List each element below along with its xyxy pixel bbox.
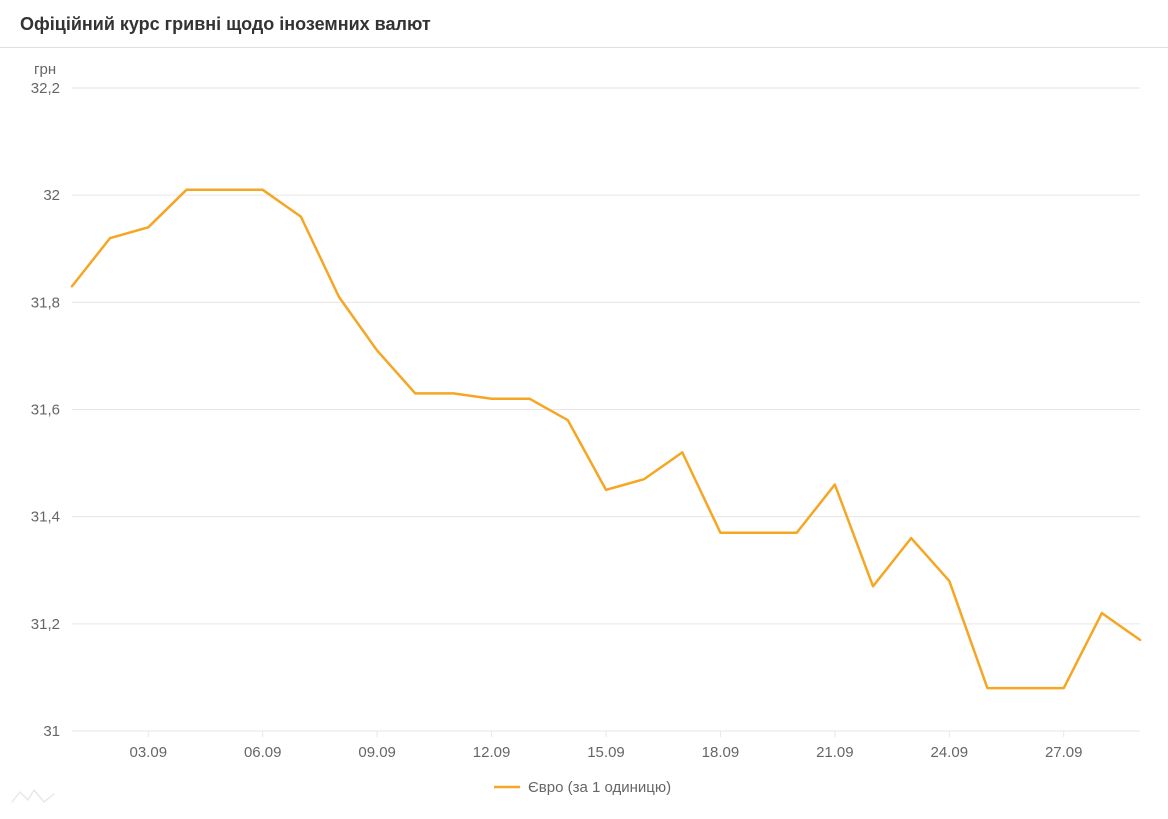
x-tick-label: 21.09 xyxy=(816,744,854,761)
y-tick-label: 31,4 xyxy=(31,509,60,526)
x-tick-label: 27.09 xyxy=(1045,744,1083,761)
x-tick-label: 15.09 xyxy=(587,744,625,761)
series-line xyxy=(72,190,1140,688)
y-tick-label: 31,8 xyxy=(31,294,60,311)
y-tick-label: 31,6 xyxy=(31,402,60,419)
x-tick-label: 18.09 xyxy=(702,744,740,761)
legend-label: Євро (за 1 одиницю) xyxy=(528,779,671,796)
y-axis-title: грн xyxy=(34,61,56,78)
y-tick-label: 32 xyxy=(43,187,60,204)
x-tick-label: 03.09 xyxy=(130,744,168,761)
y-tick-label: 31,2 xyxy=(31,616,60,633)
y-tick-label: 32,2 xyxy=(31,80,60,97)
line-chart: 31 31,2 31,4 31,6 31,8 32 32,2 грн 03.09 06.09 09.… xyxy=(0,48,1168,817)
chart-title: Офіційний курс гривні щодо іноземних вал… xyxy=(20,14,1148,35)
x-tick-label: 09.09 xyxy=(358,744,396,761)
x-tick-label: 24.09 xyxy=(931,744,969,761)
title-bar: Офіційний курс гривні щодо іноземних вал… xyxy=(0,0,1168,48)
chart-area: 31 31,2 31,4 31,6 31,8 32 32,2 грн 03.09 06.09 09.… xyxy=(0,48,1168,817)
y-tick-label: 31 xyxy=(43,723,60,740)
chart-container: Офіційний курс гривні щодо іноземних вал… xyxy=(0,0,1168,819)
watermark-icon xyxy=(10,786,58,811)
x-tick-label: 06.09 xyxy=(244,744,282,761)
x-tick-label: 12.09 xyxy=(473,744,511,761)
